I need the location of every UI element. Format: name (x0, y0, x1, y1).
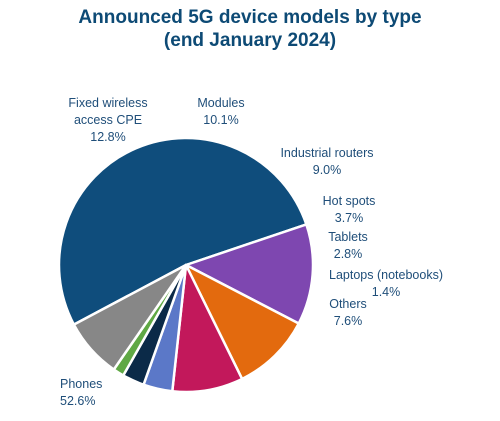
slice-name-label: Industrial routers (280, 146, 373, 160)
slice-name-label: Modules (197, 96, 244, 110)
slice-label-tablets: Tablets 2.8% (328, 230, 368, 261)
slice-value-label: 10.1% (203, 113, 238, 127)
chart-title-line-1: Announced 5G device models by type (78, 7, 422, 28)
slice-label-phones: Phones 52.6% (60, 377, 102, 408)
slice-name-label: access CPE (74, 113, 142, 127)
slice-value-label: 9.0% (313, 163, 342, 177)
slice-name-label: Phones (60, 377, 102, 391)
slice-label-others: Others 7.6% (329, 297, 367, 328)
slice-value-label: 12.8% (90, 130, 125, 144)
pie-slice-modules (184, 263, 300, 381)
slice-label-hot-spots: Hot spots 3.7% (323, 194, 376, 225)
chart-title-line-2: (end January 2024) (163, 30, 337, 51)
slice-value-label: 2.8% (334, 247, 363, 261)
slice-name-label: Tablets (328, 230, 368, 244)
pie-slice-fixed-wireless-access-cpe (184, 223, 315, 325)
slice-value-label: 1.4% (372, 285, 401, 299)
slice-value-label: 7.6% (334, 314, 363, 328)
slice-name-label: Others (329, 297, 367, 311)
slice-name-label: Hot spots (323, 194, 376, 208)
slice-value-label: 52.6% (60, 394, 95, 408)
chart-title: Announced 5G device models by type (end … (0, 6, 500, 52)
slice-label-modules: Modules 10.1% (197, 96, 244, 127)
pie-slice-others (72, 263, 188, 371)
slice-label-fixed-wireless-access-cpe: Fixed wireless access CPE 12.8% (68, 96, 147, 144)
slice-name-label: Fixed wireless (68, 96, 147, 110)
pie-slice-phones (57, 136, 308, 326)
slice-name-label: Laptops (notebooks) (329, 268, 443, 282)
slice-label-laptops-notebooks: Laptops (notebooks) 1.4% (329, 268, 443, 299)
slice-value-label: 3.7% (335, 211, 364, 225)
slice-label-industrial-routers: Industrial routers 9.0% (280, 146, 373, 177)
